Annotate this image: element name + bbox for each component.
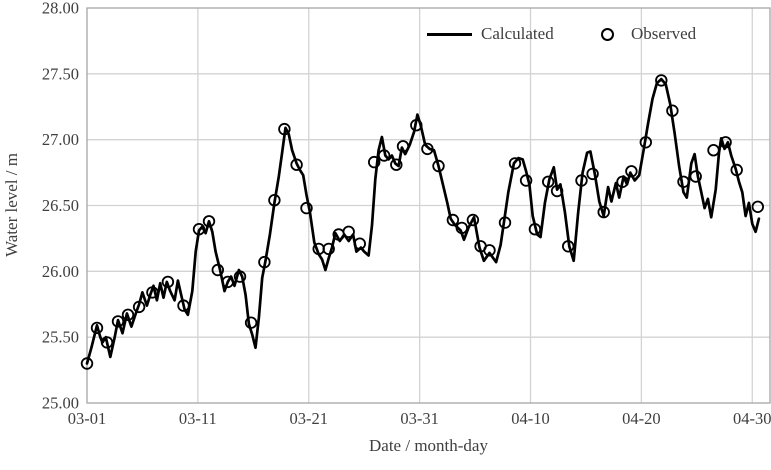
calculated-series-line [85, 77, 761, 365]
observed-point [446, 213, 460, 227]
y-tick-label: 28.00 [42, 0, 79, 18]
observed-point [625, 165, 638, 178]
observed-point [432, 159, 445, 173]
observed-point [90, 321, 104, 335]
gridlines [87, 8, 770, 403]
observed-point [542, 175, 555, 189]
x-axis-tick-labels: 03-01 03-11 03-21 03-31 04-10 04-20 04-30 [68, 409, 771, 428]
observed-point [575, 174, 588, 187]
observed-point [528, 222, 542, 236]
observed-point [100, 336, 114, 349]
observed-point [707, 143, 720, 157]
observed-point [410, 118, 423, 132]
observed-point [466, 213, 480, 227]
observed-point [268, 193, 281, 207]
y-tick-label: 25.50 [42, 328, 79, 347]
observed-point [202, 215, 216, 228]
x-tick-label: 04-20 [622, 409, 661, 428]
observed-point [258, 255, 271, 269]
observed-point [689, 170, 702, 183]
y-axis-tick-labels: 25.00 25.50 26.00 26.50 27.00 27.50 28.00 [42, 0, 79, 413]
x-tick-label: 03-01 [68, 409, 107, 428]
y-tick-label: 26.00 [42, 262, 79, 281]
observed-point [132, 300, 146, 314]
observed-series-markers [80, 74, 765, 370]
x-axis-title: Date / month-day [369, 436, 488, 455]
observed-point [483, 244, 496, 257]
y-axis-title-text: Water level / m [2, 153, 21, 257]
observed-point [80, 357, 94, 370]
y-axis-title: Water level / m [2, 0, 22, 410]
observed-point [290, 158, 303, 171]
x-tick-label: 04-10 [511, 409, 550, 428]
observed-point [353, 237, 367, 250]
observed-point [498, 216, 512, 229]
x-tick-label: 03-21 [290, 409, 329, 428]
observed-point [639, 136, 653, 149]
observed-point [421, 142, 434, 156]
y-tick-label: 27.50 [42, 64, 79, 83]
observed-point [751, 200, 765, 214]
observed-point [221, 275, 235, 289]
observed-point [146, 286, 159, 299]
observed-point [368, 155, 381, 169]
observed-point [161, 275, 175, 289]
observed-point [597, 205, 610, 219]
observed-point [177, 299, 190, 312]
observed-point [377, 149, 391, 162]
observed-point [322, 242, 335, 256]
plot-border [86, 7, 771, 404]
observed-point [396, 140, 410, 153]
observed-point [666, 104, 679, 117]
observed-point [562, 240, 575, 253]
observed-point [192, 222, 206, 236]
x-tick-label: 03-11 [179, 409, 217, 428]
observed-point [342, 225, 355, 239]
y-tick-label: 25.00 [42, 394, 79, 413]
y-tick-label: 27.00 [42, 130, 79, 149]
observed-point [586, 167, 599, 181]
observed-point [519, 174, 533, 187]
observed-point [677, 175, 690, 189]
observed-point [550, 184, 564, 198]
observed-point [655, 74, 668, 87]
y-tick-label: 26.50 [42, 196, 79, 215]
observed-point [211, 263, 225, 277]
x-tick-label: 04-30 [733, 409, 771, 428]
observed-point [730, 163, 743, 177]
observed-point [244, 316, 258, 329]
observed-point [390, 158, 403, 171]
x-tick-label: 03-31 [400, 409, 439, 428]
observed-point [111, 315, 125, 328]
observed-point [121, 308, 135, 322]
observed-point [455, 221, 469, 235]
observed-point [233, 270, 247, 283]
observed-point [508, 157, 522, 170]
observed-point [278, 122, 291, 136]
observed-point [719, 136, 732, 149]
observed-point [300, 201, 313, 215]
observed-point [616, 175, 629, 189]
